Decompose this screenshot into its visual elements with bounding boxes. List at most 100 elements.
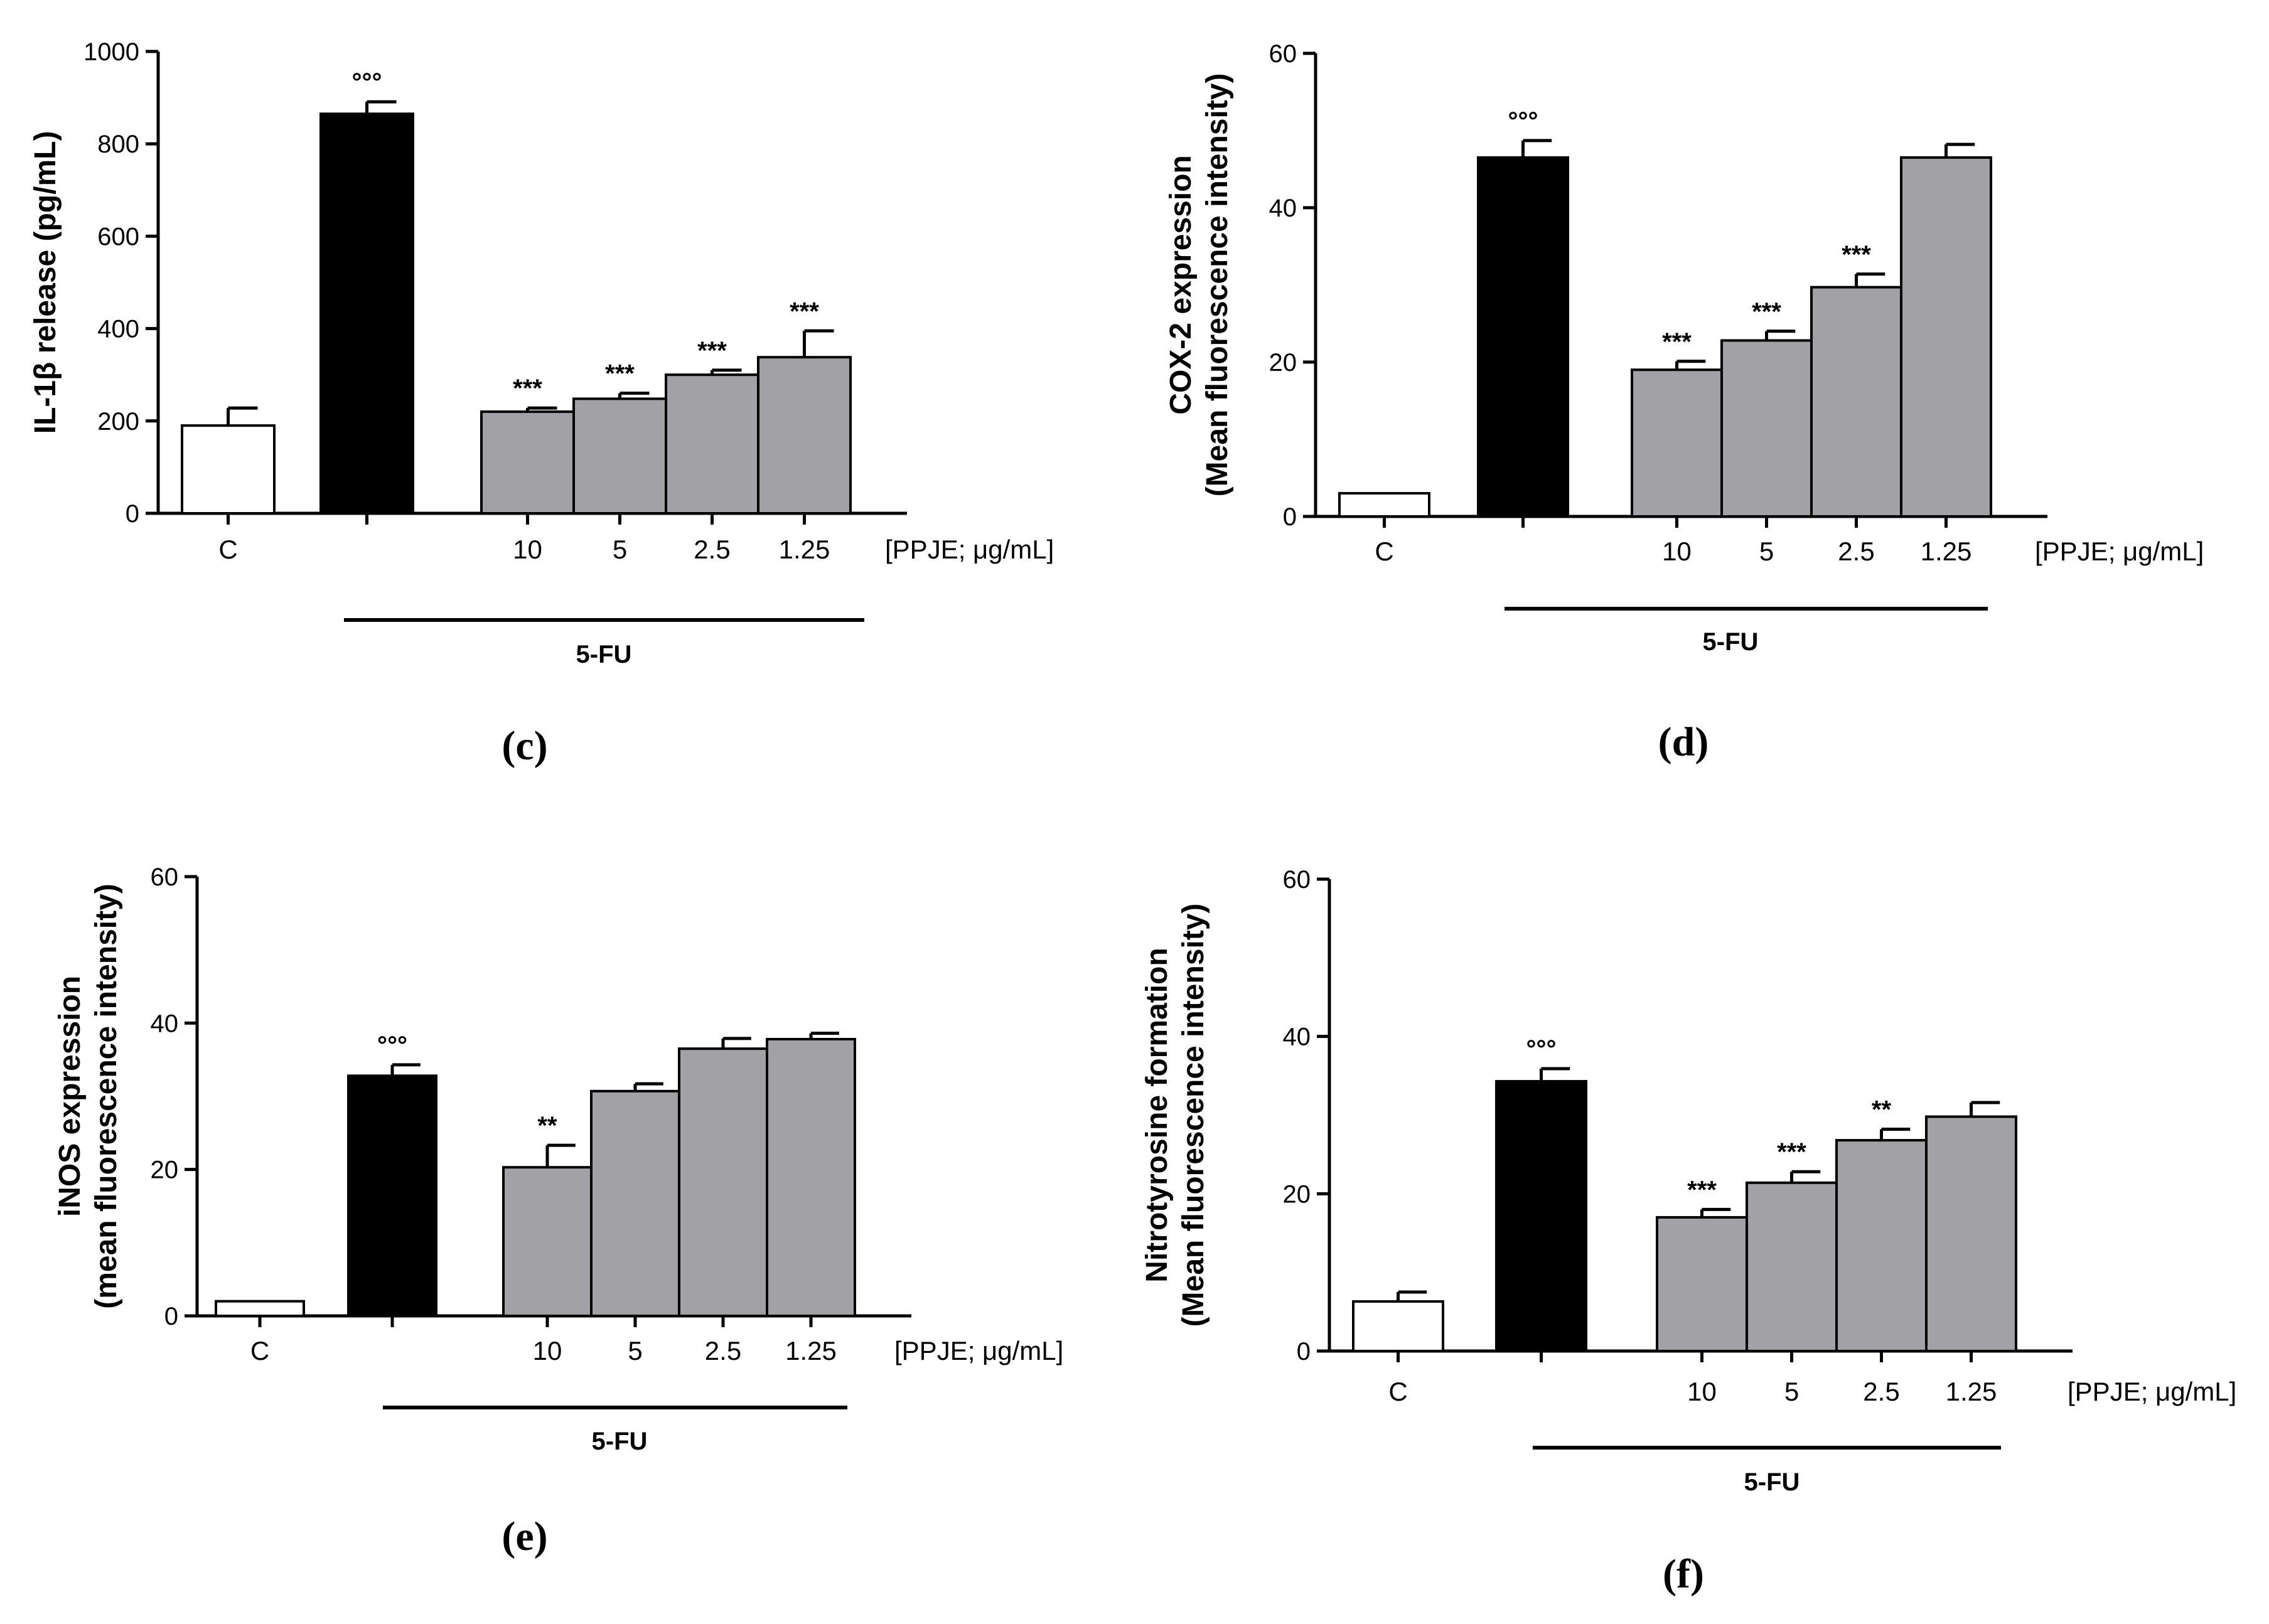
x-tick-label: C [218, 535, 237, 564]
unit-label: [PPJE; μg/mL] [2035, 537, 2204, 566]
bar [1495, 1080, 1587, 1353]
y-tick-label: 0 [164, 1303, 178, 1330]
significance-label: *** [513, 375, 542, 402]
x-tick-label: 5 [1759, 537, 1774, 566]
y-tick-label: 40 [1283, 1023, 1311, 1051]
significance-label: *** [1662, 328, 1692, 356]
x-tick-label: C [1388, 1377, 1407, 1406]
x-tick-label: 5 [1784, 1377, 1799, 1406]
chart-panel-0: 0 200 400 600 800 1000 C °°° 10 *** 5 *** 2.5 *** 1.25… [29, 38, 1054, 769]
x-tick-label: 1.25 [1946, 1377, 1997, 1406]
bar [215, 1300, 305, 1318]
significance-label: °°° [1526, 1035, 1557, 1063]
bar [1631, 368, 1723, 518]
y-axis-label: (mean fluorescence intensity) [90, 884, 123, 1309]
group-label: 5-FU [592, 1428, 648, 1455]
panel-label: (c) [502, 723, 547, 769]
y-tick-label: 60 [151, 863, 179, 891]
y-tick-label: 20 [1283, 1180, 1311, 1208]
chart-panel-3: 0 20 40 60 C °°° 10 *** 5 *** 2.5 ** 1.25 [PPJE; μg/m… [1140, 866, 2236, 1597]
panel-label: (e) [502, 1514, 547, 1559]
unit-label: [PPJE; μg/mL] [2068, 1377, 2236, 1406]
y-tick-label: 60 [1283, 866, 1311, 894]
panel-label: (f) [1663, 1551, 1704, 1597]
significance-label: *** [1777, 1138, 1806, 1166]
y-axis-label: COX-2 expression [1164, 155, 1198, 414]
bar [319, 112, 414, 515]
y-tick-label: 0 [1297, 1338, 1311, 1365]
bar [181, 424, 276, 515]
bar [1810, 286, 1902, 518]
bar [347, 1074, 437, 1318]
y-tick-label: 0 [126, 500, 139, 528]
significance-label: *** [605, 360, 635, 388]
x-tick-label: 2.5 [705, 1336, 741, 1365]
chart-panel-2: 0 20 40 60 C °°° 10 ** 5 2.5 1.25 [PPJE; μg/mL] 5-FU… [53, 863, 1063, 1559]
y-axis-label: Nitrotyrosine formation [1140, 948, 1174, 1282]
group-label: 5-FU [1703, 628, 1759, 656]
significance-label: °°° [352, 68, 382, 96]
x-tick-label: 5 [628, 1336, 642, 1365]
bar [1746, 1181, 1838, 1352]
x-tick-label: 2.5 [1838, 537, 1874, 566]
significance-label: °°° [1508, 107, 1538, 135]
x-tick-label: 1.25 [785, 1336, 837, 1365]
y-tick-label: 600 [97, 223, 139, 250]
significance-label: ** [537, 1112, 557, 1140]
x-tick-label: 10 [1687, 1377, 1717, 1406]
bar [757, 356, 852, 515]
significance-label: *** [1752, 298, 1781, 326]
x-tick-label: 10 [513, 535, 542, 564]
bar [502, 1166, 593, 1317]
y-tick-label: 400 [97, 316, 139, 343]
x-tick-label: C [250, 1336, 269, 1365]
significance-label: ** [1872, 1096, 1892, 1124]
bar [572, 397, 667, 515]
y-tick-label: 40 [151, 1010, 179, 1037]
y-tick-label: 0 [1283, 503, 1297, 531]
bar [1835, 1139, 1928, 1353]
bar [1925, 1115, 2017, 1353]
bar [1720, 339, 1813, 518]
y-tick-label: 800 [97, 131, 139, 158]
y-axis-label: IL-1β release (pg/mL) [29, 131, 62, 434]
x-tick-label: 1.25 [1921, 537, 1972, 566]
bar [590, 1089, 680, 1318]
x-tick-label: C [1375, 537, 1393, 566]
y-tick-label: 60 [1269, 40, 1297, 68]
x-tick-label: 1.25 [779, 535, 830, 564]
bar [480, 410, 575, 515]
bar [1352, 1300, 1444, 1353]
y-axis-label: (Mean fluorescence intensity) [1201, 73, 1234, 497]
x-tick-label: 5 [613, 535, 627, 564]
y-axis-label: (Mean fluorescence intensity) [1177, 904, 1210, 1327]
y-tick-label: 20 [1269, 349, 1297, 377]
significance-label: *** [1842, 241, 1871, 269]
bar [766, 1038, 856, 1317]
significance-label: *** [790, 297, 819, 325]
bar [665, 373, 759, 515]
bar [1656, 1215, 1748, 1353]
y-tick-label: 200 [97, 408, 139, 435]
group-label: 5-FU [576, 641, 632, 668]
y-tick-label: 20 [151, 1157, 179, 1184]
bar [678, 1047, 768, 1317]
chart-panel-1: 0 20 40 60 C °°° 10 *** 5 *** 2.5 *** 1.25 [PPJE; μg/… [1164, 40, 2204, 765]
y-axis-label: iNOS expression [53, 976, 87, 1217]
panel-label: (d) [1658, 719, 1709, 765]
significance-label: *** [697, 337, 727, 365]
unit-label: [PPJE; μg/mL] [894, 1336, 1063, 1365]
x-tick-label: 2.5 [694, 535, 730, 564]
x-tick-label: 10 [533, 1336, 562, 1365]
significance-label: *** [1687, 1176, 1717, 1204]
bar [1477, 156, 1569, 518]
y-tick-label: 1000 [83, 38, 139, 66]
x-tick-label: 10 [1662, 537, 1692, 566]
significance-label: °°° [377, 1032, 407, 1059]
bar [1900, 156, 1992, 518]
group-label: 5-FU [1744, 1468, 1800, 1496]
bar [1338, 492, 1430, 518]
x-tick-label: 2.5 [1863, 1377, 1899, 1406]
unit-label: [PPJE; μg/mL] [885, 535, 1054, 564]
